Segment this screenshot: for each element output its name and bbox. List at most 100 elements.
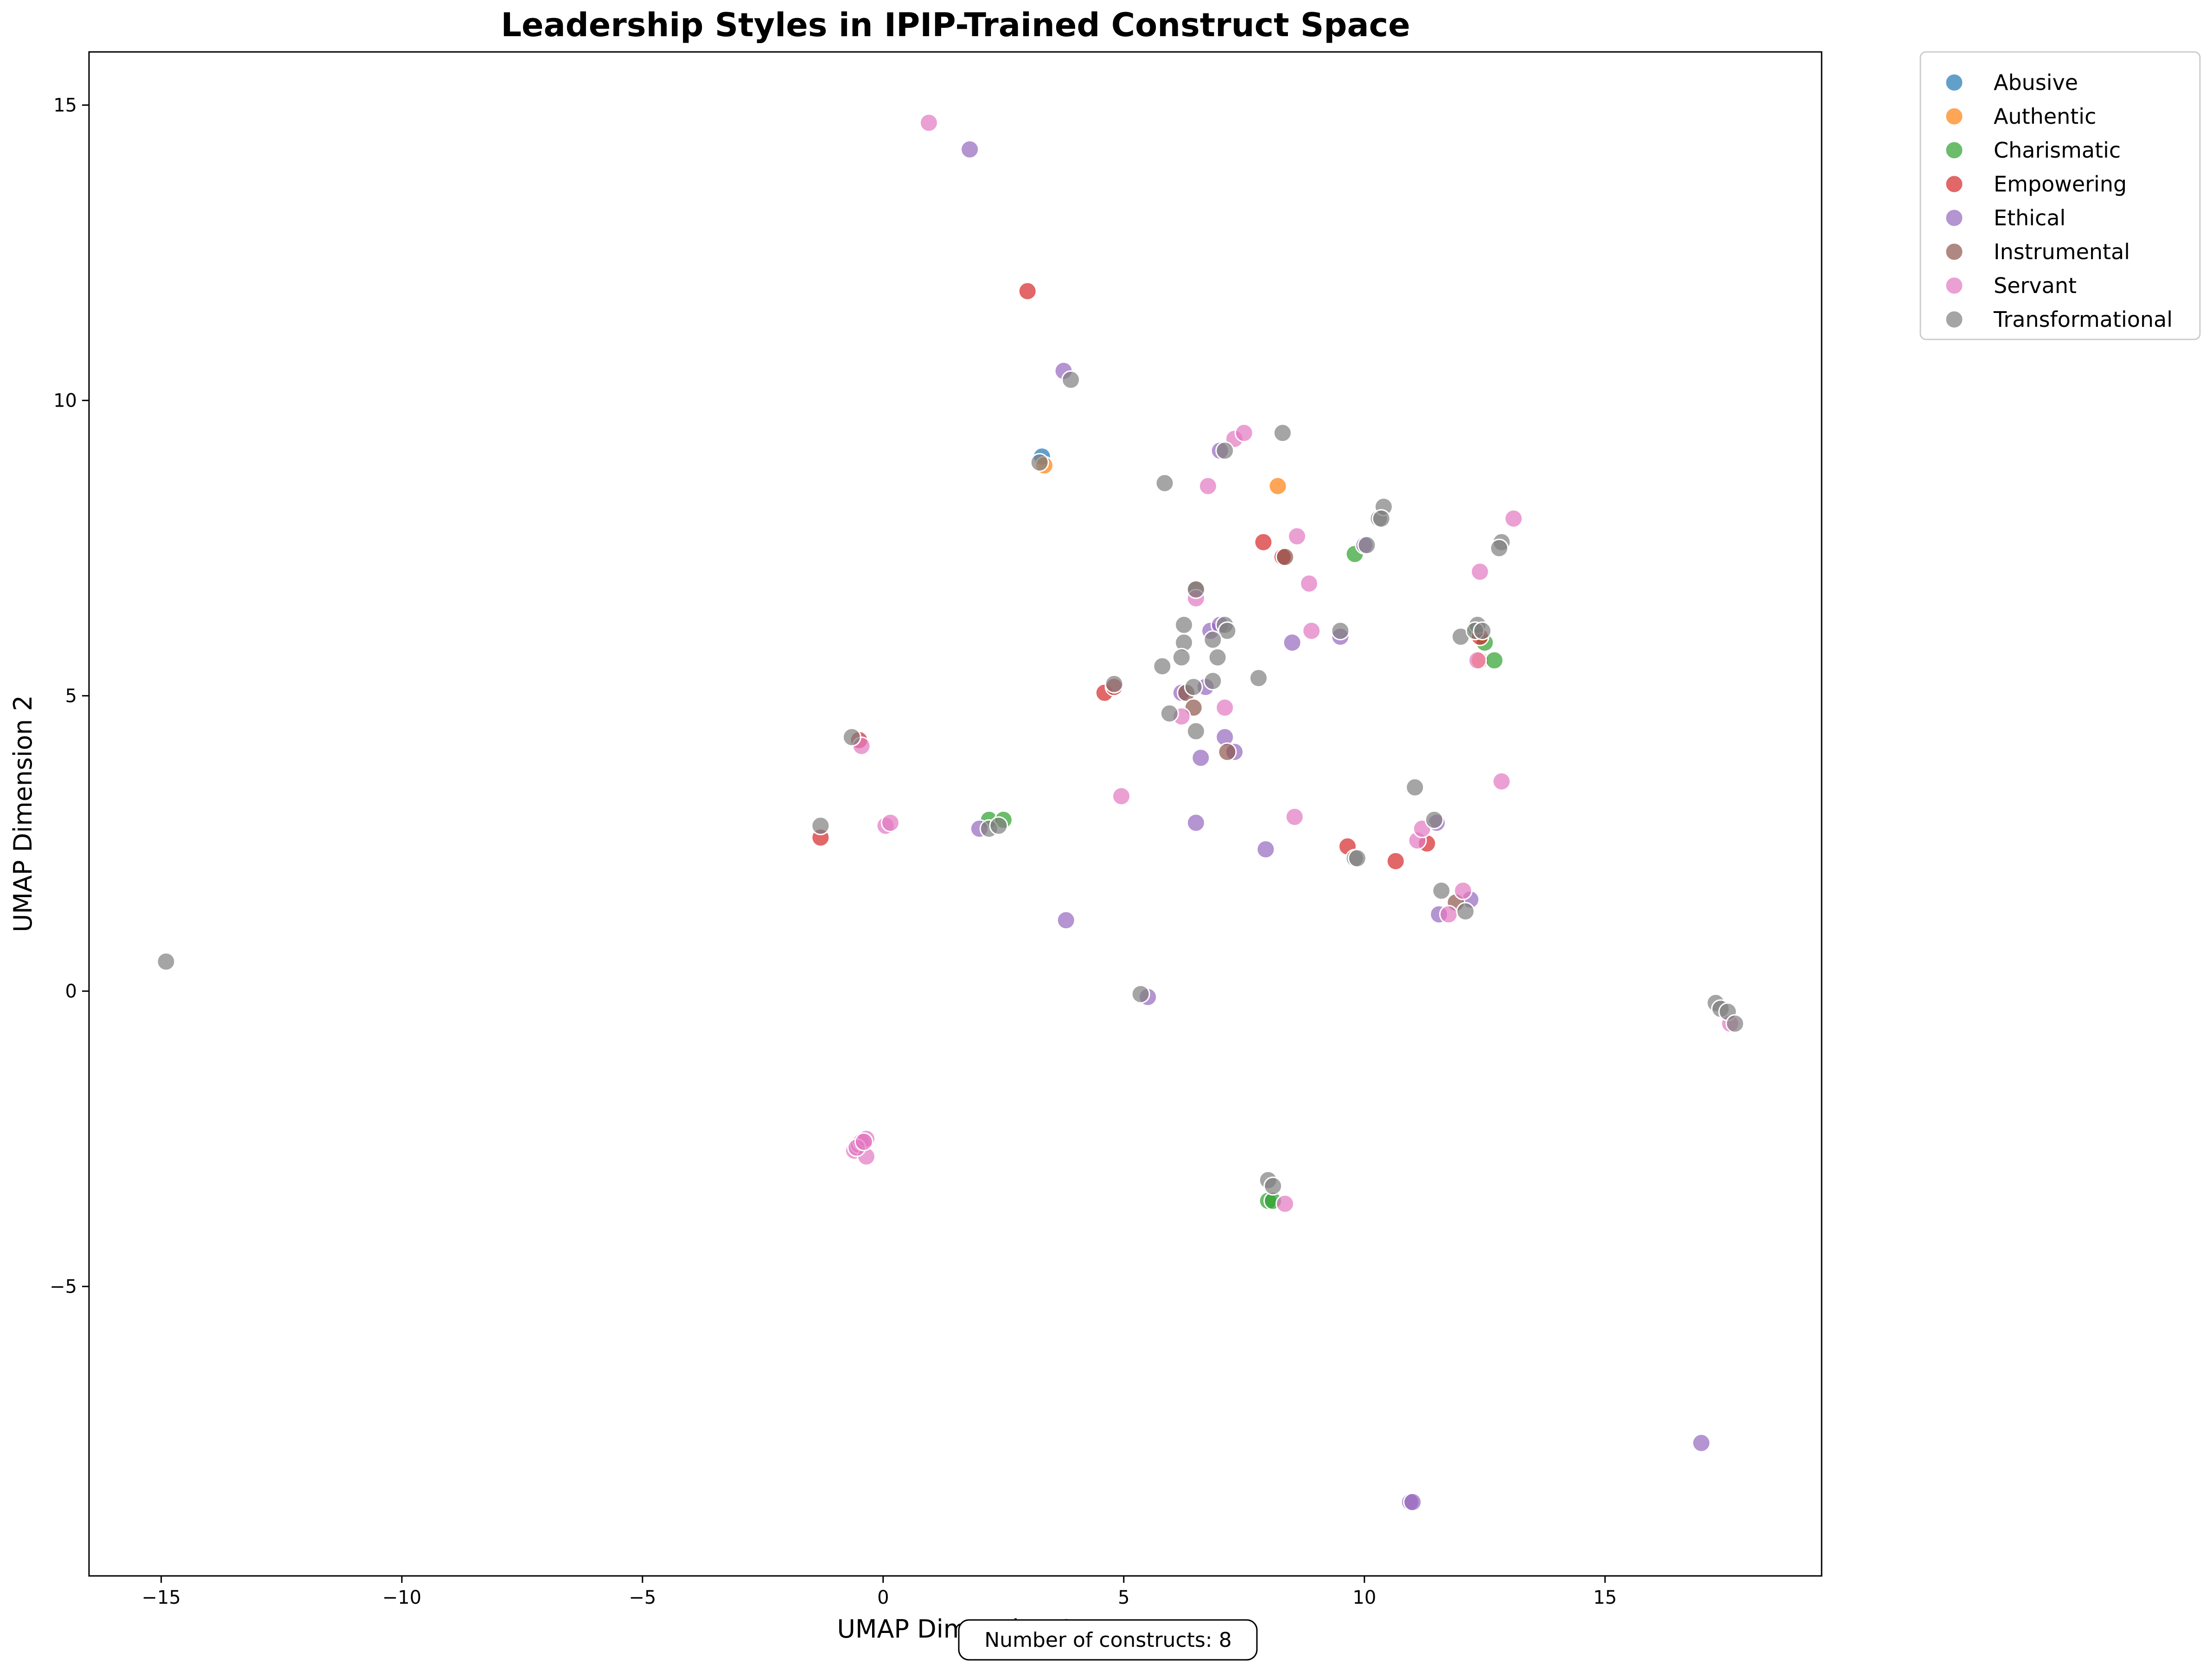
point-transformational-19 [1218, 621, 1237, 641]
point-transformational-29 [1160, 704, 1179, 723]
point-ethical-0 [960, 140, 980, 159]
point-transformational-37 [1424, 810, 1444, 829]
legend-marker-charismatic [1944, 140, 1964, 160]
legend-marker-servant [1944, 276, 1964, 295]
x-tick-label: −5 [629, 1587, 656, 1608]
point-transformational-42 [1131, 984, 1150, 1004]
point-servant-12 [1470, 562, 1490, 581]
point-transformational-24 [1208, 648, 1227, 667]
legend-marker-abusive [1944, 73, 1964, 92]
point-transformational-15 [1490, 538, 1509, 558]
point-servant-2 [1234, 423, 1254, 443]
point-transformational-48 [1263, 1176, 1283, 1196]
point-servant-29 [1275, 1194, 1295, 1213]
point-transformational-25 [1249, 669, 1268, 688]
point-transformational-46 [1725, 1014, 1745, 1033]
point-transformational-39 [1347, 848, 1367, 868]
point-transformational-28 [1104, 674, 1124, 694]
point-transformational-27 [1184, 677, 1203, 697]
point-servant-10 [1112, 786, 1131, 806]
point-servant-3 [1198, 476, 1218, 496]
point-servant-11 [1285, 807, 1304, 827]
point-instrumental-1 [1275, 547, 1295, 567]
legend-box [1919, 51, 2201, 340]
point-transformational-16 [1186, 580, 1205, 599]
x-tick-label: 5 [1118, 1587, 1129, 1608]
point-instrumental-4 [1218, 742, 1237, 762]
legend-label-ethical: Ethical [1994, 205, 2065, 230]
x-tick-label: −10 [382, 1587, 421, 1608]
y-tick-label: 0 [65, 981, 77, 1002]
point-ethical-13 [1256, 840, 1275, 859]
point-servant-31 [854, 1132, 873, 1152]
point-authentic-1 [1268, 476, 1288, 496]
y-axis-label: UMAP Dimension 2 [8, 695, 38, 932]
point-transformational-12 [1371, 509, 1391, 528]
point-empowering-0 [1018, 281, 1037, 301]
point-charismatic-4 [1485, 650, 1504, 670]
point-transformational-17 [1174, 615, 1194, 635]
legend-marker-ethical [1944, 208, 1964, 228]
legend-marker-authentic [1944, 107, 1964, 126]
point-servant-6 [1302, 621, 1321, 641]
point-transformational-26 [1203, 671, 1223, 691]
y-ticks: −5 0 5 10 15 [50, 95, 89, 1298]
point-ethical-5 [1282, 633, 1302, 652]
legend: Abusive Authentic Charismatic Empowering Eth… [1919, 51, 2201, 340]
legend-marker-transformational [1944, 310, 1964, 329]
chart-title: Leadership Styles in IPIP-Trained Constr… [501, 6, 1410, 44]
point-servant-0 [919, 113, 938, 133]
point-empowering-4 [1254, 532, 1273, 552]
point-ethical-15 [1056, 911, 1076, 930]
legend-label-transformational: Transformational [1993, 307, 2173, 332]
x-tick-label: 10 [1352, 1587, 1376, 1608]
point-transformational-0 [156, 952, 176, 971]
point-transformational-22 [1153, 657, 1172, 676]
point-transformational-36 [1405, 778, 1425, 797]
point-ethical-12 [1186, 813, 1205, 833]
points-layer [156, 113, 1745, 1512]
point-servant-21 [880, 813, 900, 833]
point-transformational-4 [989, 816, 1008, 835]
point-ethical-20 [1692, 1433, 1711, 1453]
y-tick-label: 10 [53, 390, 77, 412]
plot-frame [88, 51, 1823, 1577]
legend-label-servant: Servant [1994, 273, 2077, 298]
y-tick-label: −5 [50, 1276, 77, 1298]
point-transformational-20 [1203, 630, 1223, 650]
point-transformational-31 [1331, 621, 1350, 641]
x-tick-label: −15 [141, 1587, 180, 1608]
point-servant-14 [1492, 771, 1511, 791]
point-transformational-30 [1186, 721, 1205, 741]
point-transformational-41 [1456, 902, 1475, 921]
point-transformational-7 [1155, 473, 1174, 493]
x-tick-label: 15 [1593, 1587, 1617, 1608]
point-transformational-2 [811, 816, 830, 835]
point-servant-13 [1504, 509, 1524, 528]
point-transformational-5 [1030, 453, 1049, 472]
legend-marker-empowering [1944, 174, 1964, 194]
point-servant-5 [1300, 574, 1319, 593]
point-transformational-40 [1432, 881, 1451, 900]
legend-label-instrumental: Instrumental [1994, 239, 2130, 264]
annotation-text: Number of constructs: 8 [984, 1628, 1231, 1652]
point-ethical-11 [1191, 748, 1211, 767]
legend-items: Abusive Authentic Charismatic Empowering Eth… [1944, 70, 2173, 332]
y-tick-label: 5 [65, 686, 77, 707]
point-transformational-23 [1172, 648, 1191, 667]
legend-label-authentic: Authentic [1994, 104, 2096, 129]
y-tick-label: 15 [53, 95, 77, 116]
point-ethical-22 [1403, 1492, 1422, 1512]
x-ticks: −15 −10 −5 0 5 10 15 [141, 1576, 1617, 1608]
point-servant-15 [1468, 650, 1487, 670]
point-empowering-7 [1386, 851, 1405, 871]
point-transformational-1 [842, 727, 861, 747]
point-servant-4 [1288, 527, 1307, 546]
point-transformational-8 [1273, 423, 1292, 443]
point-servant-8 [1215, 698, 1235, 717]
legend-marker-instrumental [1944, 242, 1964, 261]
point-transformational-13 [1357, 536, 1377, 555]
annotation: Number of constructs: 8 [958, 1619, 1258, 1661]
legend-label-empowering: Empowering [1994, 172, 2127, 197]
